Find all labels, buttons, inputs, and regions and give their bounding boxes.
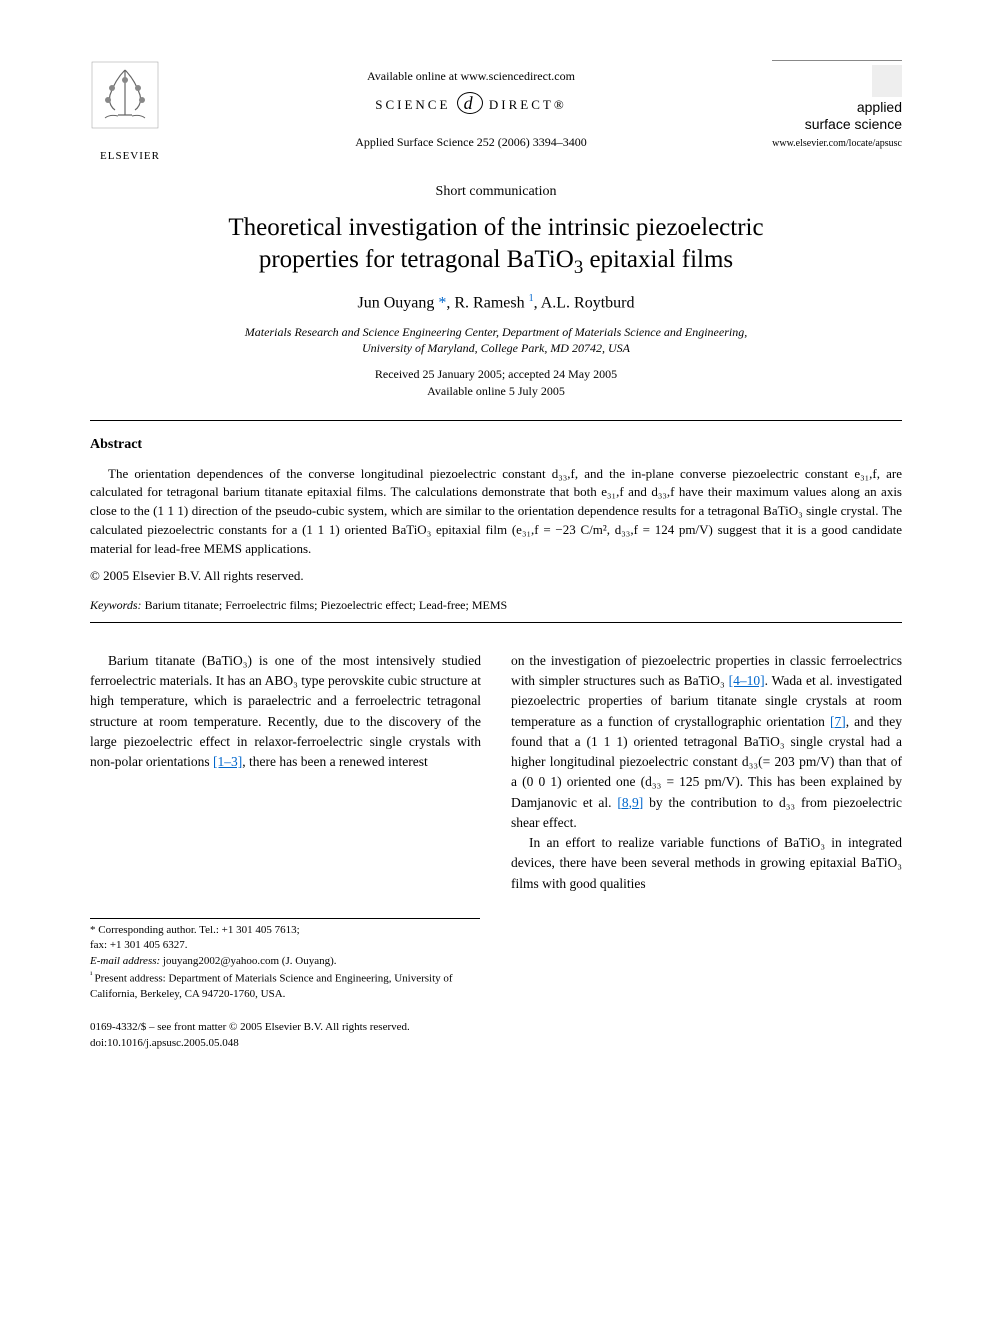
publisher-name: ELSEVIER (90, 149, 170, 164)
ref-link-7[interactable]: [7] (830, 714, 846, 729)
received-date: Received 25 January 2005; accepted 24 Ma… (375, 367, 617, 381)
abstract-text: The orientation dependences of the conve… (90, 465, 902, 559)
abstract-copyright: © 2005 Elsevier B.V. All rights reserved… (90, 567, 902, 585)
body-columns: Barium titanate (BaTiO₃) is one of the m… (90, 651, 902, 894)
title-line2a: properties for tetragonal BaTiO (259, 246, 574, 273)
author2-note-mark[interactable]: 1 (529, 293, 534, 304)
body-paragraph-1: Barium titanate (BaTiO₃) is one of the m… (90, 651, 481, 773)
ref-link-1-3[interactable]: [1–3] (213, 754, 242, 769)
journal-citation: Applied Surface Science 252 (2006) 3394–… (170, 134, 772, 151)
keywords-list: Barium titanate; Ferroelectric films; Pi… (142, 598, 508, 612)
email-line: E-mail address: jouyang2002@yahoo.com (J… (90, 954, 480, 969)
journal-cover-icon (872, 65, 902, 97)
journal-logo-block: applied surface science www.elsevier.com… (772, 60, 902, 151)
footnotes: * Corresponding author. Tel.: +1 301 405… (90, 918, 480, 1003)
corresponding-mark[interactable]: * (438, 295, 446, 312)
article-dates: Received 25 January 2005; accepted 24 Ma… (90, 366, 902, 400)
fn1-text: Present address: Department of Materials… (90, 973, 453, 1000)
journal-url[interactable]: www.elsevier.com/locate/apsusc (772, 137, 902, 151)
p1-text-b: , there has been a renewed interest (242, 754, 428, 769)
footnote-1: ¹ Present address: Department of Materia… (90, 969, 480, 1002)
author-2: R. Ramesh (454, 295, 524, 312)
fax: fax: +1 301 405 6327. (90, 938, 480, 953)
journal-name-line1: applied (857, 99, 902, 115)
p1-text-a: Barium titanate (BaTiO₃) is one of the m… (90, 653, 481, 769)
keywords: Keywords: Barium titanate; Ferroelectric… (90, 597, 902, 614)
article-type: Short communication (90, 182, 902, 202)
center-header: Available online at www.sciencedirect.co… (170, 60, 772, 151)
affiliation-line1: Materials Research and Science Engineeri… (245, 325, 747, 339)
ref-link-4-10[interactable]: [4–10] (729, 673, 765, 688)
page-header: ELSEVIER Available online at www.science… (90, 60, 902, 164)
authors: Jun Ouyang *, R. Ramesh 1, A.L. Roytburd (90, 292, 902, 315)
page-footer: 0169-4332/$ – see front matter © 2005 El… (90, 1020, 902, 1051)
publisher-logo: ELSEVIER (90, 60, 170, 164)
keywords-label: Keywords: (90, 598, 142, 612)
sd-word1: SCIENCE (375, 97, 450, 112)
article-title: Theoretical investigation of the intrins… (90, 212, 902, 281)
issn-line: 0169-4332/$ – see front matter © 2005 El… (90, 1020, 902, 1035)
divider-2 (90, 622, 902, 623)
affiliation: Materials Research and Science Engineeri… (90, 325, 902, 356)
title-sub: 3 (574, 257, 583, 278)
email-value[interactable]: jouyang2002@yahoo.com (J. Ouyang). (160, 955, 336, 967)
ref-link-8-9[interactable]: [8,9] (617, 795, 643, 810)
body-paragraph-3: In an effort to realize variable functio… (511, 833, 902, 894)
abstract-body: The orientation dependences of the conve… (90, 465, 902, 559)
sd-word2: DIRECT® (489, 97, 567, 112)
column-left: Barium titanate (BaTiO₃) is one of the m… (90, 651, 481, 894)
affiliation-line2: University of Maryland, College Park, MD… (362, 341, 630, 355)
email-label: E-mail address: (90, 955, 160, 967)
doi-line: doi:10.1016/j.apsusc.2005.05.048 (90, 1036, 902, 1051)
title-line2b: epitaxial films (583, 246, 733, 273)
author-3: A.L. Roytburd (541, 295, 635, 312)
column-right: on the investigation of piezoelectric pr… (511, 651, 902, 894)
sciencedirect-logo: SCIENCE d DIRECT® (170, 91, 772, 116)
sd-d-icon: d (457, 92, 483, 114)
elsevier-tree-icon (90, 60, 160, 140)
abstract-heading: Abstract (90, 435, 902, 455)
journal-name: applied surface science (772, 99, 902, 133)
available-date: Available online 5 July 2005 (427, 384, 565, 398)
journal-name-line2: surface science (805, 116, 902, 132)
available-online-text: Available online at www.sciencedirect.co… (170, 68, 772, 85)
divider (90, 420, 902, 421)
corresponding-author: * Corresponding author. Tel.: +1 301 405… (90, 923, 480, 938)
body-paragraph-2: on the investigation of piezoelectric pr… (511, 651, 902, 833)
title-line1: Theoretical investigation of the intrins… (228, 214, 763, 241)
author-1: Jun Ouyang (357, 295, 434, 312)
